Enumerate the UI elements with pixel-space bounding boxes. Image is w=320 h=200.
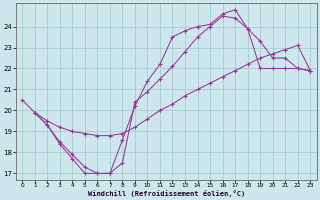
X-axis label: Windchill (Refroidissement éolien,°C): Windchill (Refroidissement éolien,°C) xyxy=(88,190,245,197)
